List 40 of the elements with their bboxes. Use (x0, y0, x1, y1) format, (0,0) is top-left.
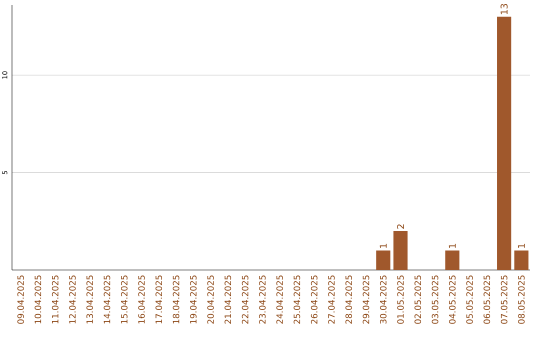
x-tick-label: 08.05.2025 (518, 275, 525, 324)
x-tick-label: 28.04.2025 (345, 275, 352, 324)
bar (497, 16, 512, 270)
x-tick-label: 20.04.2025 (207, 275, 214, 324)
data-label: 1 (380, 244, 387, 248)
data-label: 1 (448, 244, 456, 248)
x-tick-label: 21.04.2025 (224, 275, 232, 324)
x-tick-label: 17.04.2025 (156, 275, 162, 324)
bar (445, 250, 460, 270)
x-tick-label: 03.05.2025 (432, 275, 438, 324)
x-tick-label: 13.04.2025 (86, 275, 93, 324)
x-tick-label: 26.04.2025 (310, 275, 318, 324)
x-tick-label: 23.04.2025 (259, 275, 266, 324)
x-tick-label: 06.05.2025 (484, 275, 490, 324)
x-tick-label: 10.04.2025 (34, 275, 42, 324)
data-label: 1 (518, 244, 525, 248)
x-tick-label: 07.05.2025 (500, 275, 508, 324)
x-tick-label: 09.04.2025 (17, 275, 24, 324)
x-tick-label: 22.04.2025 (242, 275, 248, 324)
x-tick-label: 27.04.2025 (328, 275, 335, 324)
x-tick-label: 04.05.2025 (449, 275, 456, 324)
x-tick-label: 19.04.2025 (190, 275, 197, 324)
data-label: 13 (500, 4, 508, 14)
x-tick-label: 12.04.2025 (69, 275, 76, 324)
x-tick-label: 14.04.2025 (104, 275, 110, 324)
x-tick-label: 15.04.2025 (120, 275, 128, 324)
x-tick-label: 29.04.2025 (362, 275, 370, 324)
x-tick-label: 05.05.2025 (466, 275, 473, 324)
x-tick-label: 25.04.2025 (294, 275, 300, 324)
bar (393, 231, 408, 270)
data-label: 2 (397, 224, 404, 229)
x-tick-label: 18.04.2025 (172, 275, 180, 324)
x-tick-label: 11.04.2025 (52, 275, 58, 324)
bar (514, 250, 528, 270)
bar (376, 250, 390, 270)
x-tick-label: 01.05.2025 (397, 275, 404, 324)
x-tick-label: 02.05.2025 (414, 275, 422, 324)
x-tick-label: 16.04.2025 (138, 275, 145, 324)
x-tick-label: 24.04.2025 (276, 275, 283, 324)
x-tick-label: 30.04.2025 (380, 275, 387, 324)
